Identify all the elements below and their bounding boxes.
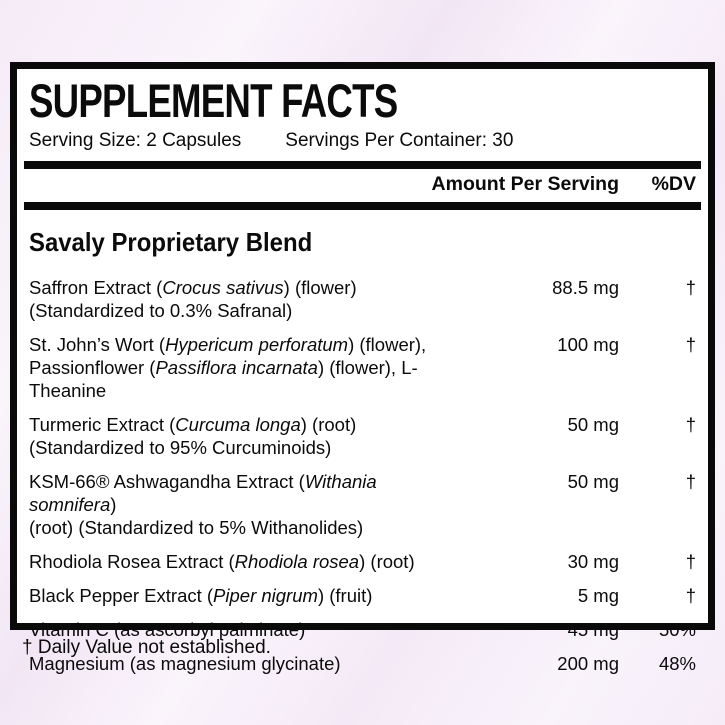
ingredient-row: Vitamin C (as ascorbyl palminate) 45 mg 50… [29,618,696,641]
column-header: Amount Per Serving %DV [29,173,696,195]
ingredient-amount: 30 mg [567,551,619,572]
ingredient-row: Turmeric Extract (Curcuma longa) (root)(… [29,413,696,459]
ingredient-amount: 50 mg [567,471,619,492]
ingredient-dv: † [685,334,696,355]
ingredient-amount: 88.5 mg [552,277,619,298]
serving-size: Serving Size: 2 Capsules [29,130,242,151]
ingredient-row: Rhodiola Rosea Extract (Rhodiola rosea) … [29,550,696,573]
dv-header: %DV [651,173,696,195]
ingredient-dv: † [685,414,696,435]
divider-header [24,202,701,210]
ingredient-row: Saffron Extract (Crocus sativus) (flower… [29,276,696,322]
blend-title: Savaly Proprietary Blend [29,227,313,257]
ingredient-row: St. John’s Wort (Hypericum perforatum) (… [29,333,696,402]
servings-per-container: Servings Per Container: 30 [285,130,514,151]
ingredient-amount: 45 mg [567,619,619,640]
ingredient-row: Black Pepper Extract (Piper nigrum) (fru… [29,584,696,607]
ingredient-dv: † [685,471,696,492]
ingredient-name: Magnesium (as magnesium glycinate) [29,653,341,674]
panel-title: SUPPLEMENT FACTS [29,74,398,127]
divider-top [24,161,701,169]
supplement-facts-panel: SUPPLEMENT FACTS Serving Size: 2 Capsule… [10,62,715,674]
ingredient-name: Rhodiola Rosea Extract (Rhodiola rosea) … [29,551,415,572]
ingredient-dv: † [685,277,696,298]
ingredient-dv: † [685,585,696,606]
ingredient-row: Magnesium (as magnesium glycinate) 200 mg… [29,652,696,675]
ingredient-name: KSM-66® Ashwagandha Extract (Withania so… [29,471,377,538]
ingredient-amount: 100 mg [557,334,619,355]
ingredient-name: Turmeric Extract (Curcuma longa) (root)(… [29,414,357,458]
ingredient-dv: 48% [658,653,696,674]
dv-footnote: † Daily Value not established. [22,637,271,658]
amount-per-serving-header: Amount Per Serving [431,173,619,195]
ingredient-amount: 50 mg [567,414,619,435]
ingredient-name: Black Pepper Extract (Piper nigrum) (fru… [29,585,373,606]
ingredient-name: Vitamin C (as ascorbyl palminate) [29,619,306,640]
ingredient-dv: 50% [658,619,696,640]
ingredient-amount: 5 mg [577,585,619,606]
ingredient-name: Saffron Extract (Crocus sativus) (flower… [29,277,357,321]
serving-info: Serving Size: 2 Capsules Servings Per Co… [29,129,696,152]
ingredient-dv: † [685,551,696,572]
ingredient-name: St. John’s Wort (Hypericum perforatum) (… [29,334,427,401]
ingredient-amount: 200 mg [557,653,619,674]
ingredient-rows: Saffron Extract (Crocus sativus) (flower… [29,276,696,675]
ingredient-row: KSM-66® Ashwagandha Extract (Withania so… [29,470,696,539]
